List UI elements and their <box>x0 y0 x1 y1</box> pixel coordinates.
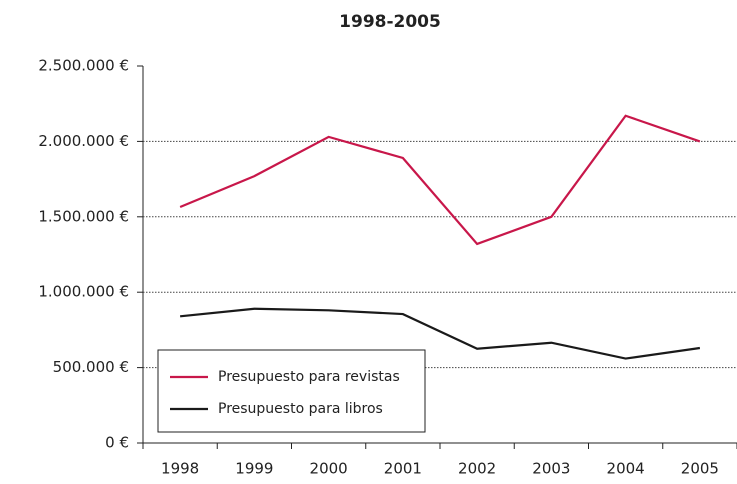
y-tick-label: 2.000.000 € <box>38 132 129 150</box>
series-line <box>180 307 701 360</box>
y-tick-label: 2.500.000 € <box>38 57 129 75</box>
legend-box <box>157 349 426 433</box>
legend-label: Presupuesto para revistas <box>218 369 400 385</box>
chart-title: 1998-2005 <box>339 12 441 32</box>
legend-label: Presupuesto para libros <box>218 401 383 417</box>
y-tick-label: 500.000 € <box>53 358 129 376</box>
series-line <box>179 114 701 246</box>
x-tick-label: 1999 <box>235 460 273 478</box>
y-tick-label: 1.000.000 € <box>38 283 129 301</box>
x-tick-label: 2003 <box>532 460 570 478</box>
x-tick-label: 2005 <box>681 460 719 478</box>
x-tick-label: 2001 <box>384 460 422 478</box>
x-tick-label: 1998 <box>161 460 199 478</box>
y-tick-label: 0 € <box>105 434 129 452</box>
x-tick-label: 2002 <box>458 460 496 478</box>
y-tick-label: 1.500.000 € <box>38 207 129 225</box>
x-tick-label: 2004 <box>607 460 645 478</box>
x-tick-label: 2000 <box>310 460 348 478</box>
legend: Presupuesto para revistas Presupuesto par… <box>157 349 426 433</box>
